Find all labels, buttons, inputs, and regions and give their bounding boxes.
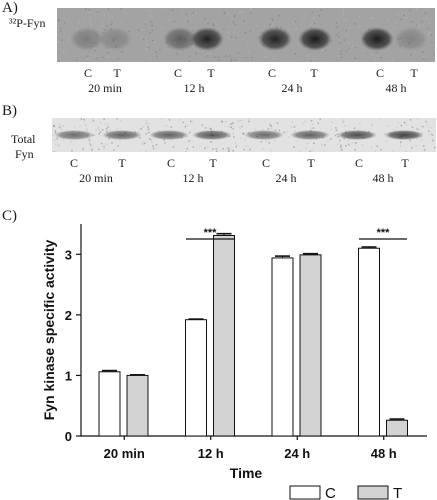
blot-band [244,130,284,140]
bar [213,235,235,437]
y-tick-label: 3 [65,247,72,262]
y-axis-title: Fyn kinase specific activity [41,240,57,421]
significance-label: *** [377,227,391,239]
x-tick-label: 20 min [104,446,145,461]
blot-band [190,27,224,51]
blot-band [54,130,94,140]
lane-label: T [118,156,126,170]
bar [98,371,121,437]
panel-a-blot-label: ³²P-Fyn [9,16,46,30]
time-label: 12 h [182,171,204,185]
lane-label: C [375,66,384,80]
bar [358,247,380,437]
bar [185,319,207,437]
legend-swatch [289,485,321,500]
lane-label: C [166,156,175,170]
blot-band [394,27,428,51]
blot-band [360,27,394,51]
bar [299,254,322,437]
panel-b-letter: B) [2,103,17,119]
legend-label: T [393,485,402,500]
blot-band [149,130,189,140]
lane-label: C [261,156,270,170]
panel-a-letter: A) [2,0,18,16]
blot-band [384,130,424,140]
bar [126,374,149,437]
panel-b-blot-label-line2: Fyn [15,147,34,161]
blot-band [298,27,332,51]
bar [386,419,408,437]
lane-label: T [113,66,121,80]
time-label: 20 min [79,171,113,185]
lane-label: T [307,156,315,170]
blot-band [98,27,132,51]
lane-label: C [83,66,92,80]
x-tick-label: 12 h [198,446,224,461]
lane-label: C [354,156,363,170]
lane-label: T [207,66,215,80]
x-axis-title: Time [230,465,263,481]
time-label: 24 h [275,171,297,185]
total-fyn-blot [52,118,436,152]
blot-band [337,130,377,140]
x-tick-label: 48 h [371,446,397,461]
blot-band [290,130,330,140]
lane-label: T [401,156,409,170]
lane-label: C [69,156,78,170]
significance-label: *** [204,227,218,239]
bar [271,257,294,437]
panel-b-blot-label-line1: Total [11,132,36,146]
phospho-fyn-blot [57,8,435,62]
blot-band [163,27,197,51]
blot-band [258,27,292,51]
blot-band [102,130,142,140]
lane-label: T [410,66,418,80]
time-label: 48 h [372,171,394,185]
time-label: 24 h [281,81,303,95]
y-tick-label: 2 [65,308,72,323]
lane-label: T [209,156,217,170]
x-tick-label: 24 h [284,446,310,461]
legend-swatch [357,485,389,500]
lane-label: C [173,66,182,80]
panel-c-letter: C) [2,208,17,224]
time-label: 12 h [183,81,205,95]
time-label: 48 h [385,81,407,95]
legend-label: C [325,485,336,500]
lane-label: T [310,66,318,80]
blot-band [70,27,104,51]
blot-band [192,130,232,140]
lane-label: C [267,66,276,80]
y-tick-label: 1 [65,368,72,383]
time-label: 20 min [88,81,122,95]
y-tick-label: 0 [65,429,72,444]
